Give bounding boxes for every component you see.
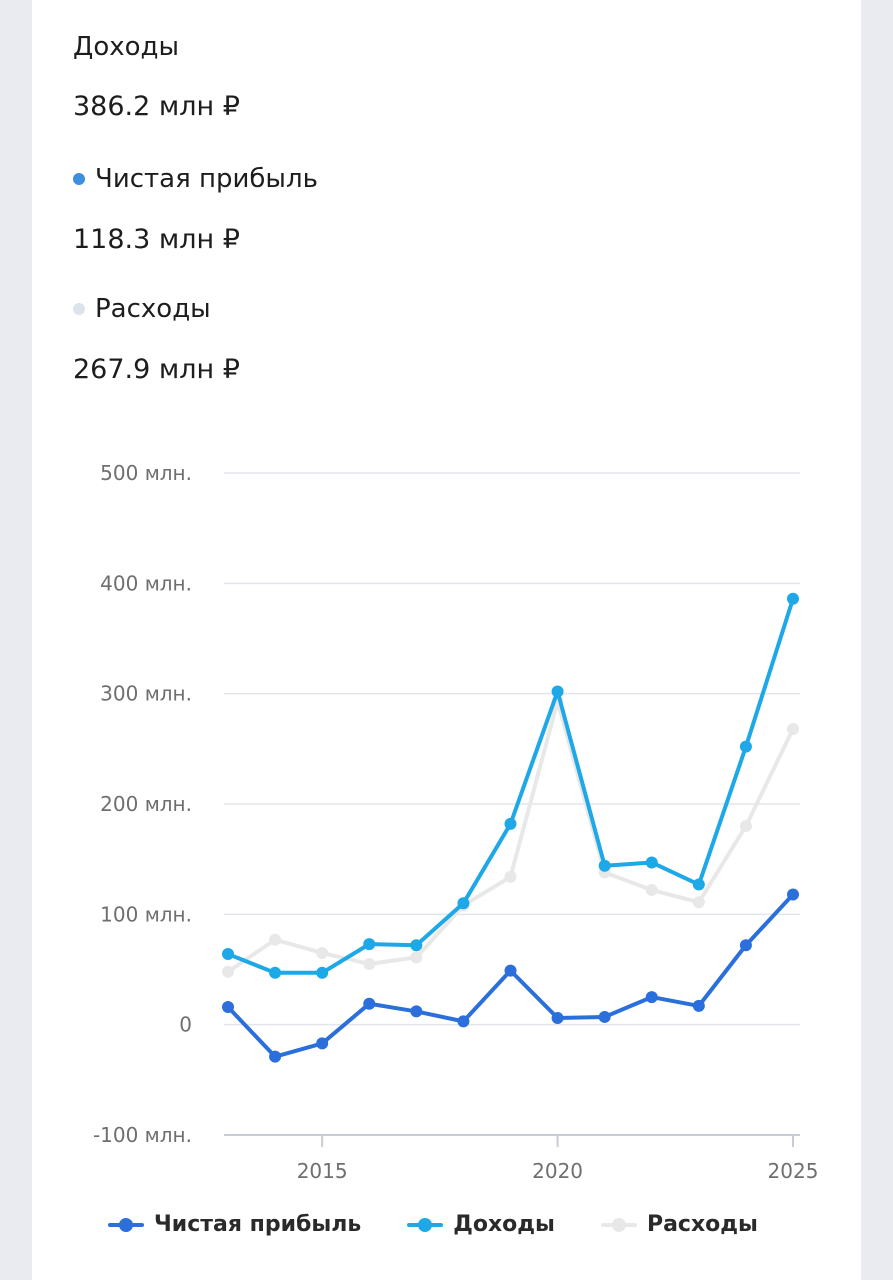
data-point bbox=[222, 948, 234, 961]
data-point bbox=[457, 897, 470, 910]
data-point bbox=[504, 817, 517, 830]
data-point bbox=[645, 856, 658, 869]
data-point bbox=[457, 1015, 470, 1028]
series-line bbox=[226, 699, 795, 974]
legend-item[interactable]: Расходы bbox=[600, 1212, 758, 1237]
data-point bbox=[504, 870, 517, 883]
income-value: 386.2 млн ₽ bbox=[73, 91, 240, 122]
data-point bbox=[787, 722, 799, 735]
net-profit-dot-icon bbox=[73, 173, 85, 185]
net-profit-label: Чистая прибыль bbox=[73, 164, 318, 194]
legend-label: Доходы bbox=[453, 1212, 555, 1237]
y-tick-label: 0 bbox=[179, 1013, 192, 1037]
data-point bbox=[692, 878, 705, 891]
data-point bbox=[504, 964, 517, 977]
expenses-label: Расходы bbox=[73, 294, 211, 324]
data-point bbox=[787, 888, 799, 901]
y-tick-label: 100 млн. bbox=[100, 902, 192, 926]
y-tick-label: 400 млн. bbox=[100, 571, 192, 595]
x-tick-label: 2025 bbox=[768, 1159, 819, 1183]
data-point bbox=[269, 933, 282, 946]
data-point bbox=[222, 1001, 234, 1014]
income-label-text: Доходы bbox=[73, 32, 180, 62]
data-point bbox=[363, 997, 376, 1010]
chart-card: Доходы 386.2 млн ₽ Чистая прибыль 118.3 … bbox=[32, 0, 861, 1280]
data-point bbox=[316, 946, 329, 959]
legend-label: Чистая прибыль bbox=[154, 1212, 362, 1237]
line-chart: 500 млн. 400 млн. 300 млн. 200 млн. 100 млн.… bbox=[93, 461, 819, 1183]
legend-label: Расходы bbox=[646, 1212, 758, 1237]
data-point bbox=[598, 1010, 611, 1023]
net-profit-value: 118.3 млн ₽ bbox=[73, 224, 240, 255]
income-label: Доходы bbox=[73, 32, 179, 62]
chart-legend: Чистая прибыль Доходы Расходы bbox=[108, 1212, 804, 1237]
data-point bbox=[739, 820, 752, 833]
net-profit-label-text: Чистая прибыль bbox=[95, 164, 318, 194]
data-point bbox=[739, 740, 752, 753]
data-point bbox=[222, 965, 234, 978]
data-point bbox=[363, 957, 376, 970]
y-tick-label: -100 млн. bbox=[93, 1123, 192, 1147]
legend-swatch-icon bbox=[108, 1217, 144, 1232]
data-point bbox=[739, 939, 752, 952]
data-point bbox=[645, 884, 658, 897]
data-point bbox=[692, 999, 705, 1012]
data-point bbox=[410, 1005, 423, 1018]
data-point bbox=[410, 939, 423, 952]
expenses-value: 267.9 млн ₽ bbox=[73, 354, 240, 385]
x-tick-label: 2015 bbox=[297, 1159, 348, 1183]
data-point bbox=[316, 966, 329, 979]
data-point bbox=[269, 966, 282, 979]
expenses-label-text: Расходы bbox=[95, 294, 211, 324]
data-point bbox=[645, 991, 658, 1004]
legend-swatch-icon bbox=[407, 1217, 444, 1232]
data-point bbox=[410, 951, 423, 964]
data-point bbox=[692, 896, 705, 909]
legend-item[interactable]: Доходы bbox=[407, 1212, 555, 1237]
y-tick-label: 500 млн. bbox=[100, 461, 192, 485]
data-point bbox=[269, 1050, 282, 1063]
data-point bbox=[363, 938, 376, 951]
data-point bbox=[598, 859, 611, 872]
expenses-dot-icon bbox=[73, 303, 85, 315]
y-tick-label: 300 млн. bbox=[100, 682, 192, 706]
data-point bbox=[551, 685, 564, 698]
legend-swatch-icon bbox=[600, 1217, 637, 1232]
data-point bbox=[316, 1037, 329, 1050]
y-tick-label: 200 млн. bbox=[100, 792, 192, 816]
data-point bbox=[787, 592, 799, 605]
series-line bbox=[226, 596, 795, 975]
data-point bbox=[551, 1012, 564, 1025]
legend-item[interactable]: Чистая прибыль bbox=[108, 1212, 361, 1237]
x-tick-label: 2020 bbox=[532, 1159, 583, 1183]
